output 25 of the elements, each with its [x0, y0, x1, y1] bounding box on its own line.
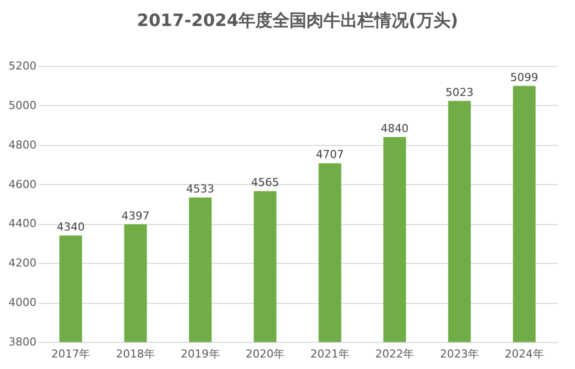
data-label: 4340 [56, 220, 85, 234]
data-label: 5023 [445, 86, 474, 99]
y-tick-label: 4200 [8, 256, 36, 270]
data-label: 4840 [380, 122, 409, 135]
y-tick-label: 4800 [8, 138, 36, 152]
x-tick-label: 2017年 [51, 348, 90, 360]
y-tick-label: 5200 [8, 60, 36, 72]
x-tick-label: 2024年 [504, 348, 544, 360]
x-tick-label: 2022年 [375, 348, 414, 360]
x-tick-label: 2018年 [116, 348, 156, 360]
x-tick-label: 2023年 [440, 348, 479, 360]
y-tick-label: 4000 [8, 296, 36, 310]
data-label: 4565 [251, 176, 280, 190]
chart-title: 2017-2024年度全国肉牛出栏情况(万头) [136, 11, 458, 31]
y-tick-label: 4600 [8, 178, 36, 191]
data-label: 4533 [186, 182, 214, 196]
x-tick-label: 2019年 [180, 348, 220, 360]
y-tick-label: 3800 [8, 336, 36, 348]
data-label: 4397 [122, 209, 150, 222]
data-label: 4707 [316, 148, 344, 162]
data-label: 5099 [510, 70, 538, 84]
y-tick-label: 4400 [8, 217, 36, 230]
x-tick-label: 2020年 [246, 348, 285, 360]
x-tick-label: 2021年 [310, 348, 350, 360]
y-tick-label: 5000 [8, 98, 36, 112]
